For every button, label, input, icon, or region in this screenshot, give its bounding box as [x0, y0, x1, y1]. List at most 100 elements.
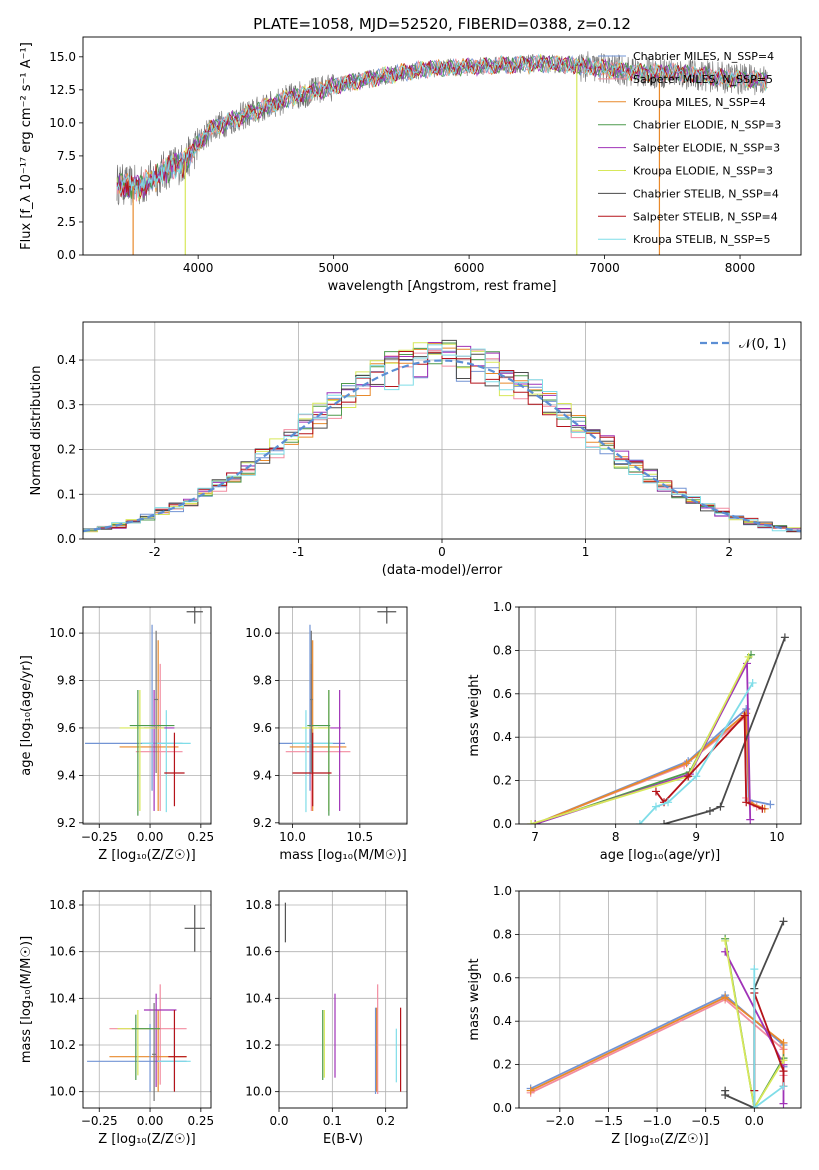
reference-error — [377, 607, 397, 624]
x-axis-label: Z [log₁₀(Z/Z☉)] — [98, 1132, 195, 1147]
legend-label: Kroupa ELODIE, N_SSP=3 — [633, 165, 773, 178]
x-tick-label: 8000 — [725, 261, 756, 275]
x-tick-label: 7 — [531, 830, 539, 844]
y-tick-label: 9.2 — [57, 816, 76, 830]
x-tick-label: −2.0 — [545, 1114, 574, 1128]
y-tick-label: 10.8 — [49, 898, 76, 912]
x-tick-label: 6000 — [454, 261, 485, 275]
x-tick-label: 0.00 — [137, 1114, 164, 1128]
weight-marker — [684, 772, 693, 781]
weight-marker — [746, 815, 755, 824]
y-tick-label: 2.5 — [57, 215, 76, 229]
weight-marker — [660, 820, 669, 824]
y-axis-label: mass [log₁₀(M/M☉)] — [19, 936, 34, 1063]
y-tick-label: 9.8 — [57, 674, 76, 688]
axes-frame — [278, 606, 408, 825]
legend-label: Salpeter MILES, N_SSP=5 — [633, 73, 773, 86]
error-bar — [117, 1010, 159, 1076]
y-tick-label: 0.4 — [493, 730, 512, 744]
weight-marker — [750, 1104, 759, 1108]
x-axis-label: (data-model)/error — [382, 563, 503, 578]
x-tick-label: 0.1 — [323, 1114, 342, 1128]
weight-marker — [721, 936, 730, 945]
axes-frame — [82, 321, 802, 540]
y-tick-label: 10.4 — [49, 991, 76, 1005]
weight-marker — [779, 1082, 788, 1091]
model-spectrum — [116, 53, 768, 198]
axes-frame — [82, 36, 802, 256]
y-tick-label: 10.0 — [49, 1085, 76, 1099]
y-tick-label: 0.3 — [57, 398, 76, 412]
weight-marker — [750, 965, 759, 974]
plot-area — [526, 917, 788, 1108]
legend: 𝒩(0, 1) — [700, 337, 786, 352]
y-tick-label: 0.1 — [57, 487, 76, 501]
error-bar — [309, 630, 313, 774]
weight-marker — [758, 804, 767, 813]
x-tick-label: −1.5 — [594, 1114, 623, 1128]
y-tick-label: 10.4 — [245, 991, 272, 1005]
y-tick-label: 0.8 — [493, 927, 512, 941]
x-tick-label: 9 — [692, 830, 700, 844]
plot-area — [83, 339, 801, 535]
x-tick-label: 10.0 — [279, 830, 306, 844]
plot-area — [85, 607, 203, 816]
error-bar — [129, 690, 175, 816]
panel-mass-weight-vs-Z: −2.0 −1.5 −1.0 −0.5 0.0 0.0 0.2 0.4 0.6 0.8 1.0 Z [… — [467, 884, 802, 1147]
model-spectrum — [116, 54, 768, 198]
weight-marker — [779, 917, 788, 926]
weight-marker — [779, 1038, 788, 1047]
x-tick-label: 0 — [438, 545, 446, 559]
error-bar — [109, 984, 187, 1085]
y-tick-label: 10.6 — [49, 945, 76, 959]
weight-marker — [742, 798, 751, 807]
axes-frame — [82, 890, 212, 1109]
y-tick-label: 0.0 — [57, 248, 76, 262]
legend-label: Chabrier MILES, N_SSP=4 — [633, 50, 774, 63]
chart-title: PLATE=1058, MJD=52520, FIBERID=0388, z=0… — [253, 15, 631, 33]
y-tick-label: 9.2 — [253, 816, 272, 830]
y-tick-label: 9.6 — [253, 721, 272, 735]
plot-area — [279, 607, 397, 816]
error-bar — [285, 663, 351, 811]
weight-marker — [779, 1056, 788, 1065]
y-tick-label: 5.0 — [57, 182, 76, 196]
y-tick-label: 9.8 — [253, 674, 272, 688]
weight-series — [660, 633, 789, 824]
weight-marker — [740, 711, 749, 720]
x-tick-label: 5000 — [318, 261, 349, 275]
legend-label: Chabrier STELIB, N_SSP=4 — [633, 187, 779, 200]
weight-marker — [651, 802, 660, 811]
x-tick-label: −0.5 — [691, 1114, 720, 1128]
x-tick-label: 2 — [725, 545, 733, 559]
weight-marker — [716, 802, 725, 811]
y-tick-label: 15.0 — [49, 50, 76, 64]
y-tick-label: 0.2 — [57, 443, 76, 457]
x-axis-label: wavelength [Angstrom, rest frame] — [328, 279, 557, 294]
weight-marker — [651, 787, 660, 796]
weight-line — [534, 715, 758, 824]
y-axis-label: mass weight — [467, 958, 482, 1040]
y-axis-label: Flux [f_λ 10⁻¹⁷ erg cm⁻² s⁻¹ A⁻¹] — [19, 42, 34, 250]
error-bar — [135, 663, 183, 811]
axes-frame — [518, 890, 802, 1109]
weight-line — [753, 969, 785, 1108]
error-bar — [141, 710, 191, 813]
x-tick-label: −0.25 — [81, 830, 118, 844]
x-tick-label: -1 — [292, 545, 304, 559]
legend-label: Chabrier ELODIE, N_SSP=3 — [633, 119, 781, 132]
weight-marker — [705, 806, 714, 815]
error-bar — [87, 1024, 187, 1092]
error-bar — [109, 1010, 187, 1092]
panel-mass-vs-Z: −0.25 0.00 0.25 10.0 10.2 10.4 10.6 10.8 Z [log₁… — [19, 890, 214, 1147]
y-tick-label: 0.0 — [493, 817, 512, 831]
error-bar — [307, 690, 331, 816]
x-tick-label: 0.25 — [187, 830, 214, 844]
normal-curve — [83, 359, 801, 533]
x-tick-label: 4000 — [183, 261, 214, 275]
weight-series — [750, 965, 788, 1108]
x-tick-label: 0.2 — [376, 1114, 395, 1128]
reference-error — [186, 607, 203, 624]
y-tick-label: 0.2 — [493, 1058, 512, 1072]
